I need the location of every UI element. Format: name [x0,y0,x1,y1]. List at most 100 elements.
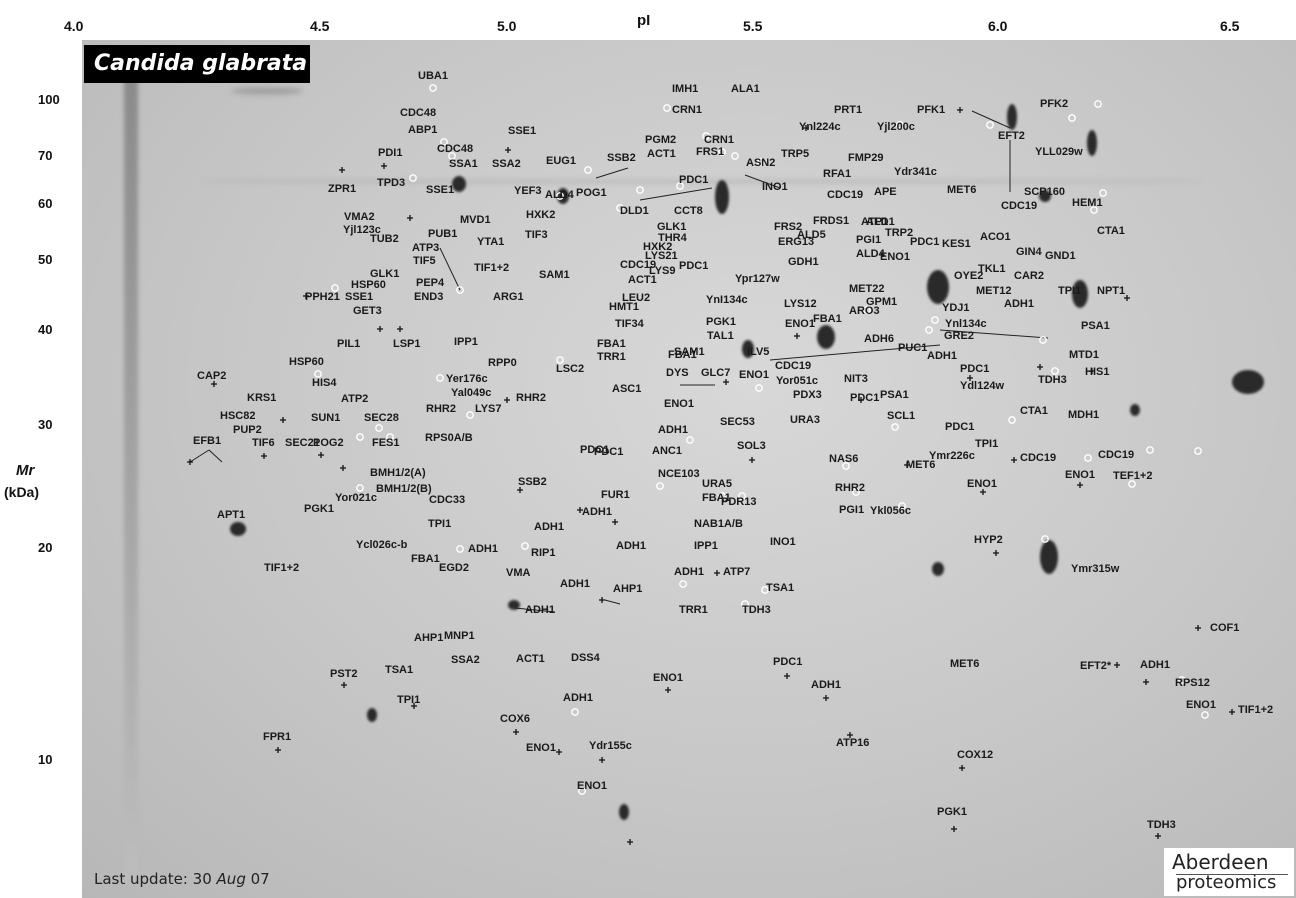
protein-label: GDH1 [788,256,819,268]
protein-label: ADH1 [1140,659,1170,671]
protein-label: ALD1 [866,216,895,228]
spot-plus-marker [517,487,523,493]
protein-label: MET22 [849,283,885,295]
spot-plus-marker [967,375,973,381]
protein-label: URA3 [790,414,820,426]
protein-label: ALD4 [856,248,885,260]
logo-line2: proteomics [1176,872,1277,893]
gel-horizontal-streak [202,180,1202,183]
spot-circle-marker [448,152,456,160]
protein-label: ENO1 [967,478,997,490]
update-month: Aug [216,870,246,888]
protein-label: PDC1 [594,446,624,458]
protein-label: YDJ1 [942,302,970,314]
protein-label: FUR1 [601,489,630,501]
protein-label: EFT2* [1080,660,1112,672]
spot-plus-marker [612,519,618,525]
protein-label: TIF3 [525,229,548,241]
protein-label: FES1 [372,437,400,449]
spot-circle-marker [1146,446,1154,454]
protein-label: Ydr155c [589,740,632,752]
spot-circle-marker [898,502,906,510]
spot-circle-marker [925,326,933,334]
protein-label: ENO1 [664,398,694,410]
protein-label: CDC48 [400,107,437,119]
spot-circle-marker [1094,100,1102,108]
protein-label: GLC7 [701,367,731,379]
spot-plus-marker [340,465,346,471]
protein-label: RIP1 [531,547,556,559]
protein-label: PRT1 [834,104,863,116]
protein-label: Ypr127w [735,273,780,285]
spot-circle-marker [1051,367,1059,375]
protein-label: Yal049c [451,387,492,399]
spot-plus-marker [714,570,720,576]
protein-label: VMA2 [344,211,375,223]
protein-label: PIL1 [337,338,361,350]
protein-label: TPI1 [397,694,421,706]
protein-label: PDX3 [793,389,822,401]
protein-label: PSA1 [880,389,909,401]
protein-label: MET6 [906,459,936,471]
spot-circle-marker [738,492,746,500]
protein-label: RFA1 [823,168,852,180]
protein-label: Yor021c [335,492,377,504]
spot-plus-marker [397,326,403,332]
protein-label: GRE2 [944,330,974,342]
protein-label: ATP1 [861,216,889,228]
protein-label: PFK1 [917,104,946,116]
protein-label: TUB2 [370,233,399,245]
protein-label: SSE1 [345,291,374,303]
protein-label: Ydl124w [960,380,1005,392]
mw-tick: 100 [38,92,60,107]
protein-label: FMP29 [848,152,884,164]
spot-circle-marker [314,370,322,378]
spot-circle-marker [757,158,765,166]
spot-plus-marker [858,397,864,403]
protein-label: GPM1 [866,296,898,308]
logo-rule [1176,874,1288,875]
protein-label: ACT1 [628,274,657,286]
spot-circle-marker [731,152,739,160]
spot-plus-marker [1114,662,1120,668]
leader-line [769,344,941,361]
protein-label: NIT3 [844,373,868,385]
protein-label: FBA1 [411,553,440,565]
spot-plus-marker [513,729,519,735]
protein-label: PGI1 [856,234,882,246]
protein-label: SSB2 [607,152,636,164]
mw-tick: 30 [38,417,53,432]
protein-label: ACT1 [647,148,676,160]
protein-label: ANC1 [652,445,682,457]
last-update-note: Last update: 30 Aug 07 [94,870,270,888]
pi-tick: 4.5 [310,18,330,34]
protein-label: SCP160 [1024,186,1065,198]
protein-label: PDC1 [679,260,709,272]
gel-spot [715,180,729,214]
spot-plus-marker [627,839,633,845]
mw-axis-title: Mr [16,462,35,479]
protein-label: FRS1 [696,146,725,158]
spot-circle-marker [761,586,769,594]
species-title: Candida glabrata [84,45,310,83]
protein-label: TDH3 [742,604,771,616]
mw-tick: 20 [38,540,53,555]
spot-circle-marker [755,384,763,392]
pi-tick: 6.0 [988,18,1008,34]
protein-label: LSC2 [556,363,585,375]
protein-label: SSA2 [451,654,480,666]
protein-label: TPD3 [377,177,406,189]
spot-plus-marker [318,452,324,458]
mw-tick: 50 [38,252,53,267]
gel-spot [1039,190,1051,202]
leader-line [939,329,1049,339]
protein-label: PDR13 [721,496,757,508]
pi-axis-title: pI [637,12,651,29]
protein-label: Yer176c [446,373,488,385]
spot-plus-marker [1089,368,1095,374]
protein-label: TPI1 [428,518,452,530]
protein-label: PUB1 [428,228,458,240]
spot-circle-marker [616,204,624,212]
protein-label: Ycl026c-b [356,539,408,551]
spot-circle-marker [1201,711,1209,719]
